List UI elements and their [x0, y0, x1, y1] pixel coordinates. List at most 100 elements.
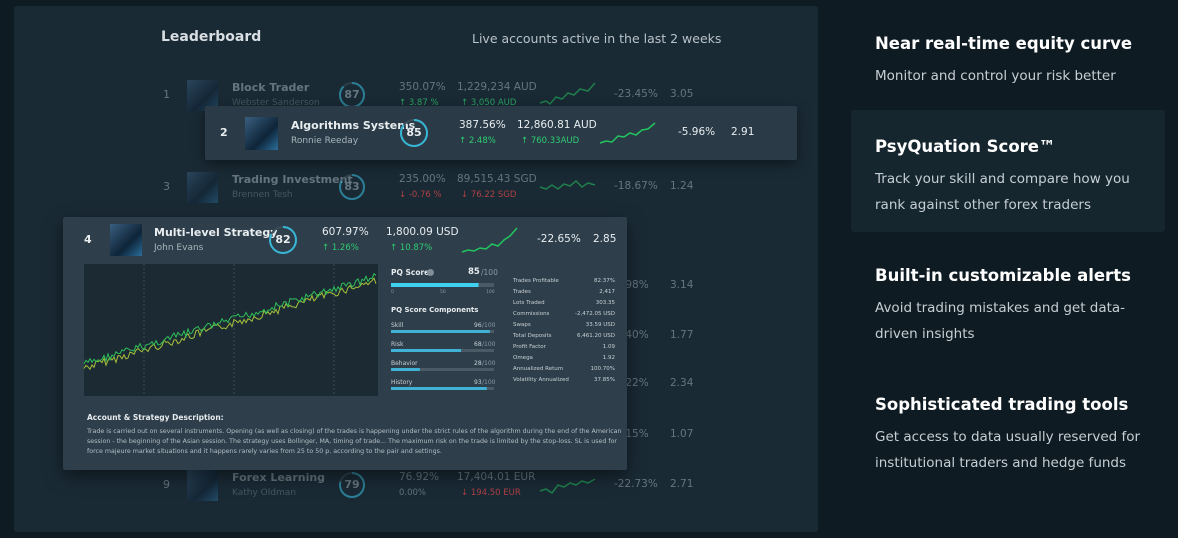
pq-score: 85 [468, 267, 480, 277]
thumbnail [187, 79, 218, 111]
pq-label: PQ Score [391, 268, 430, 277]
score: 87 [344, 88, 360, 101]
owner-name: Brennen Tesh [232, 190, 293, 200]
return-change: ↑ 2.48% [459, 136, 496, 146]
equity: 17,404.01 EUR [457, 471, 536, 483]
feature-text: Avoid trading mistakes and get data-driv… [875, 300, 1126, 342]
return: 607.97% [322, 226, 369, 238]
stat-value: 303.35 [595, 300, 615, 306]
strategy-name: Trading Investment [232, 173, 353, 186]
bar-fill [391, 387, 487, 390]
bar-fill [391, 368, 420, 371]
chart-bg [84, 264, 378, 396]
bar-fill [391, 330, 490, 333]
component-max: /100 [482, 379, 496, 386]
leaderboard-subtitle: Live accounts active in the last 2 weeks [472, 31, 722, 46]
strategy-name: Algorithms Systems [291, 119, 416, 132]
pq-bar [391, 283, 494, 287]
drawdown: .98% [622, 279, 649, 291]
component-name: Risk [391, 341, 404, 348]
sparkline-path [461, 227, 518, 253]
return: 235.00% [399, 173, 446, 185]
ratio: 3.05 [670, 88, 694, 100]
feature-text: Monitor and control your risk better [875, 68, 1116, 84]
thumbnail [110, 224, 142, 256]
rank: 1 [163, 88, 170, 101]
leaderboard-title: Leaderboard [161, 29, 262, 45]
stat-value: 1.09 [602, 344, 615, 350]
feature-text: Track your skill and compare how you ran… [875, 171, 1130, 213]
equity-change: ↑ 760.33AUD [521, 136, 580, 146]
component-bar [391, 349, 494, 352]
strategy-name: Multi-level Strategy [154, 226, 278, 239]
components-title: PQ Score Components [391, 306, 479, 314]
drawdown: .15% [622, 428, 649, 440]
rank: 3 [163, 180, 170, 193]
component-name: Skill [391, 322, 404, 329]
component-name: History [391, 379, 413, 386]
scale-label: 0 [391, 290, 394, 295]
owner-name: Ronnie Reeday [291, 136, 359, 146]
sparkline [539, 478, 596, 495]
score: 83 [344, 180, 360, 193]
stat-value: 100.70% [590, 366, 615, 372]
sparkline-path [539, 478, 596, 495]
stat-value: 6,461.20 USD [577, 333, 615, 339]
component-score: 68 [474, 341, 482, 348]
sparkline-path [539, 82, 596, 106]
stat-label: Total Deposits [513, 333, 552, 339]
description-title: Account & Strategy Description: [87, 413, 224, 422]
strategy-name: Forex Learning [232, 471, 326, 484]
owner-name: Webster Sanderson [232, 98, 320, 108]
return-change: ↑ 1.26% [322, 243, 359, 253]
equity-chart [83, 264, 378, 396]
stat-label: Lots Traded [513, 300, 545, 306]
stat-label: Omega [513, 355, 533, 361]
component-max: /100 [482, 360, 496, 367]
stat-value: 1.92 [602, 355, 615, 361]
bar-track [391, 368, 494, 371]
return-change: ↓ -0.76 % [399, 190, 442, 200]
feature-text: Get access to data usually reserved for … [875, 429, 1141, 471]
score: 85 [406, 126, 422, 139]
rank: 9 [163, 478, 170, 491]
equity-line [83, 272, 377, 365]
stat-value: 2,417 [599, 289, 615, 295]
score: 82 [275, 233, 291, 246]
component-score: 28 [474, 360, 482, 367]
drawdown: -5.96% [678, 126, 716, 138]
scale-label: 100 [486, 290, 495, 295]
stat-label: Swaps [513, 322, 531, 328]
sparkline [599, 122, 656, 144]
description: Trade is carried out on several instrume… [87, 428, 622, 455]
drawdown: .22% [622, 377, 649, 389]
thumbnail [187, 171, 218, 203]
pq-max: /100 [481, 268, 498, 277]
ring-arc [339, 174, 365, 200]
ratio: 1.77 [670, 329, 694, 341]
drawdown: -22.65% [537, 233, 581, 245]
feature-title: PsyQuation Score™ [875, 137, 1056, 156]
stat-label: Trades Profitable [513, 278, 559, 284]
equity-change: ↓ 194.50 EUR [461, 488, 521, 498]
equity: 89,515.43 SGD [457, 173, 537, 185]
score-ring [269, 226, 297, 254]
stat-value: 82.37% [594, 278, 615, 284]
ratio: 2.91 [731, 126, 755, 138]
return-change: ↑ 3.87 % [399, 98, 439, 108]
feature-title: Sophisticated trading tools [875, 395, 1129, 414]
strategy-name: Block Trader [232, 81, 310, 94]
sparkline [539, 179, 596, 190]
drawdown: -23.45% [614, 88, 658, 100]
thumbnail [187, 469, 218, 501]
feature-highlight [851, 110, 1165, 232]
info-icon [427, 269, 434, 276]
ratio: 1.24 [670, 180, 694, 192]
drawdown: -18.67% [614, 180, 658, 192]
scale-label: 50 [440, 290, 446, 295]
ratio: 2.34 [670, 377, 694, 389]
rank: 2 [220, 126, 228, 139]
drawdown: -22.73% [614, 478, 658, 490]
equity-change: ↓ 76.22 SGD [461, 190, 517, 200]
